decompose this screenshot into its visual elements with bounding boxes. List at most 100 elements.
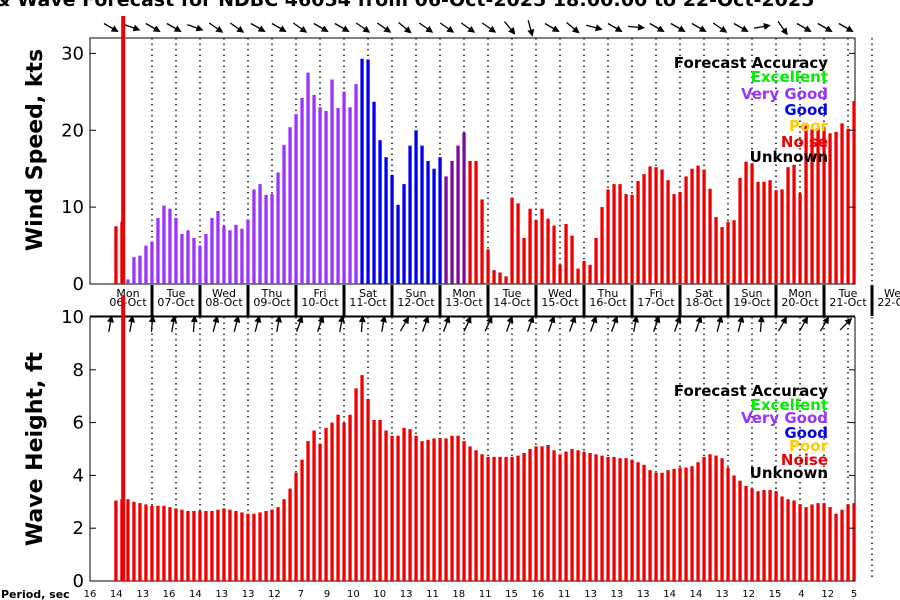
period-value: 14 [189,589,202,600]
wind-bar [450,161,454,284]
wind-bar [378,140,382,284]
wind-bar [648,166,652,284]
wind-bar [642,174,646,284]
wave-bar [246,513,250,581]
wave-bar [516,455,520,581]
wind-bar [660,169,664,284]
wind-bar [684,176,688,284]
wind-bar [570,235,574,284]
period-value: 16 [163,589,176,600]
wave-bar [438,438,442,581]
wave-bar [534,446,538,581]
wave-bar [546,445,550,581]
period-value: 13 [136,589,149,600]
wind-direction-arrow [527,20,535,37]
wind-bar [612,184,616,284]
wave-bar [180,509,184,581]
wave-bar [528,449,532,581]
wind-bar [564,224,568,284]
wind-bar [330,79,334,284]
wind-bar [816,127,820,285]
wind-direction-arrow [733,22,749,32]
wind-bar [486,249,490,284]
wind-direction-arrow [187,23,204,32]
wind-direction-arrow [627,23,645,31]
wind-bar [792,164,796,284]
day-separator [390,285,394,316]
wind-bar [306,72,310,284]
period-value: 13 [400,589,413,600]
wave-bar [354,388,358,581]
wind-bar [186,230,190,284]
wave-ytick-label: 0 [73,571,84,592]
wave-direction-arrow [839,317,853,331]
wind-bar [828,133,832,284]
svg-text:Wed: Wed [548,287,572,300]
wave-direction-arrow [463,315,472,332]
wave-bar [408,429,412,581]
wind-bar [480,199,484,284]
wind-bar [132,257,136,284]
period-value: 15 [505,589,518,600]
day-separator [774,285,778,316]
wave-direction-arrow [798,316,808,332]
svg-text:Thu: Thu [597,287,619,300]
svg-text:13-Oct: 13-Oct [445,296,483,309]
wind-direction-arrow [376,22,392,33]
period-value: 4 [798,589,804,600]
wave-bar [360,375,364,581]
period-value: 18 [452,589,465,600]
wind-y-axis-label: Wind Speed, kts [23,49,48,251]
wave-bar [270,509,274,581]
day-separator [150,285,154,316]
wave-direction-arrow [610,315,619,332]
wave-direction-arrow [568,315,577,332]
period-value: 11 [426,589,439,600]
wind-bar [492,270,496,284]
wind-bar [204,234,208,284]
wave-bar [294,472,298,581]
wave-legend-very-good: Very Good [741,409,828,427]
wave-bar [432,438,436,581]
svg-text:11-Oct: 11-Oct [349,296,387,309]
wave-bar [558,454,562,581]
wind-bar [294,114,298,284]
day-separator [438,285,442,316]
svg-text:15-Oct: 15-Oct [541,296,579,309]
wave-direction-arrow [716,315,724,332]
wave-bar [846,504,850,581]
wave-bar [486,456,490,581]
wind-direction-arrow [670,22,686,32]
svg-text:Sun: Sun [406,287,427,300]
wind-direction-arrow [208,22,224,33]
wind-bar [624,194,628,284]
wind-direction-arrow [649,22,665,32]
wave-bar [348,414,352,581]
wave-direction-arrow [212,315,220,332]
wind-bar [678,191,682,285]
period-value: 11 [479,589,492,600]
svg-text:18-Oct: 18-Oct [685,296,723,309]
wave-bar [162,505,166,581]
wind-bar [354,84,358,284]
wind-direction-arrow [292,22,308,33]
day-separator [294,285,298,316]
wind-direction-arrow [586,24,603,32]
wind-bar [342,91,346,284]
wind-bar [468,161,472,284]
wave-bar [192,511,196,581]
day-separator [198,285,202,316]
wind-direction-arrow [817,22,833,32]
wind-legend: Forecast Accuracy Excellent Very Good Go… [674,54,829,166]
wave-bar [312,430,316,581]
wind-bar [558,264,562,284]
wind-bar [762,181,766,284]
wave-bar [282,499,286,581]
day-separator [342,285,346,316]
wave-bar [690,466,694,581]
wave-bar [564,451,568,581]
